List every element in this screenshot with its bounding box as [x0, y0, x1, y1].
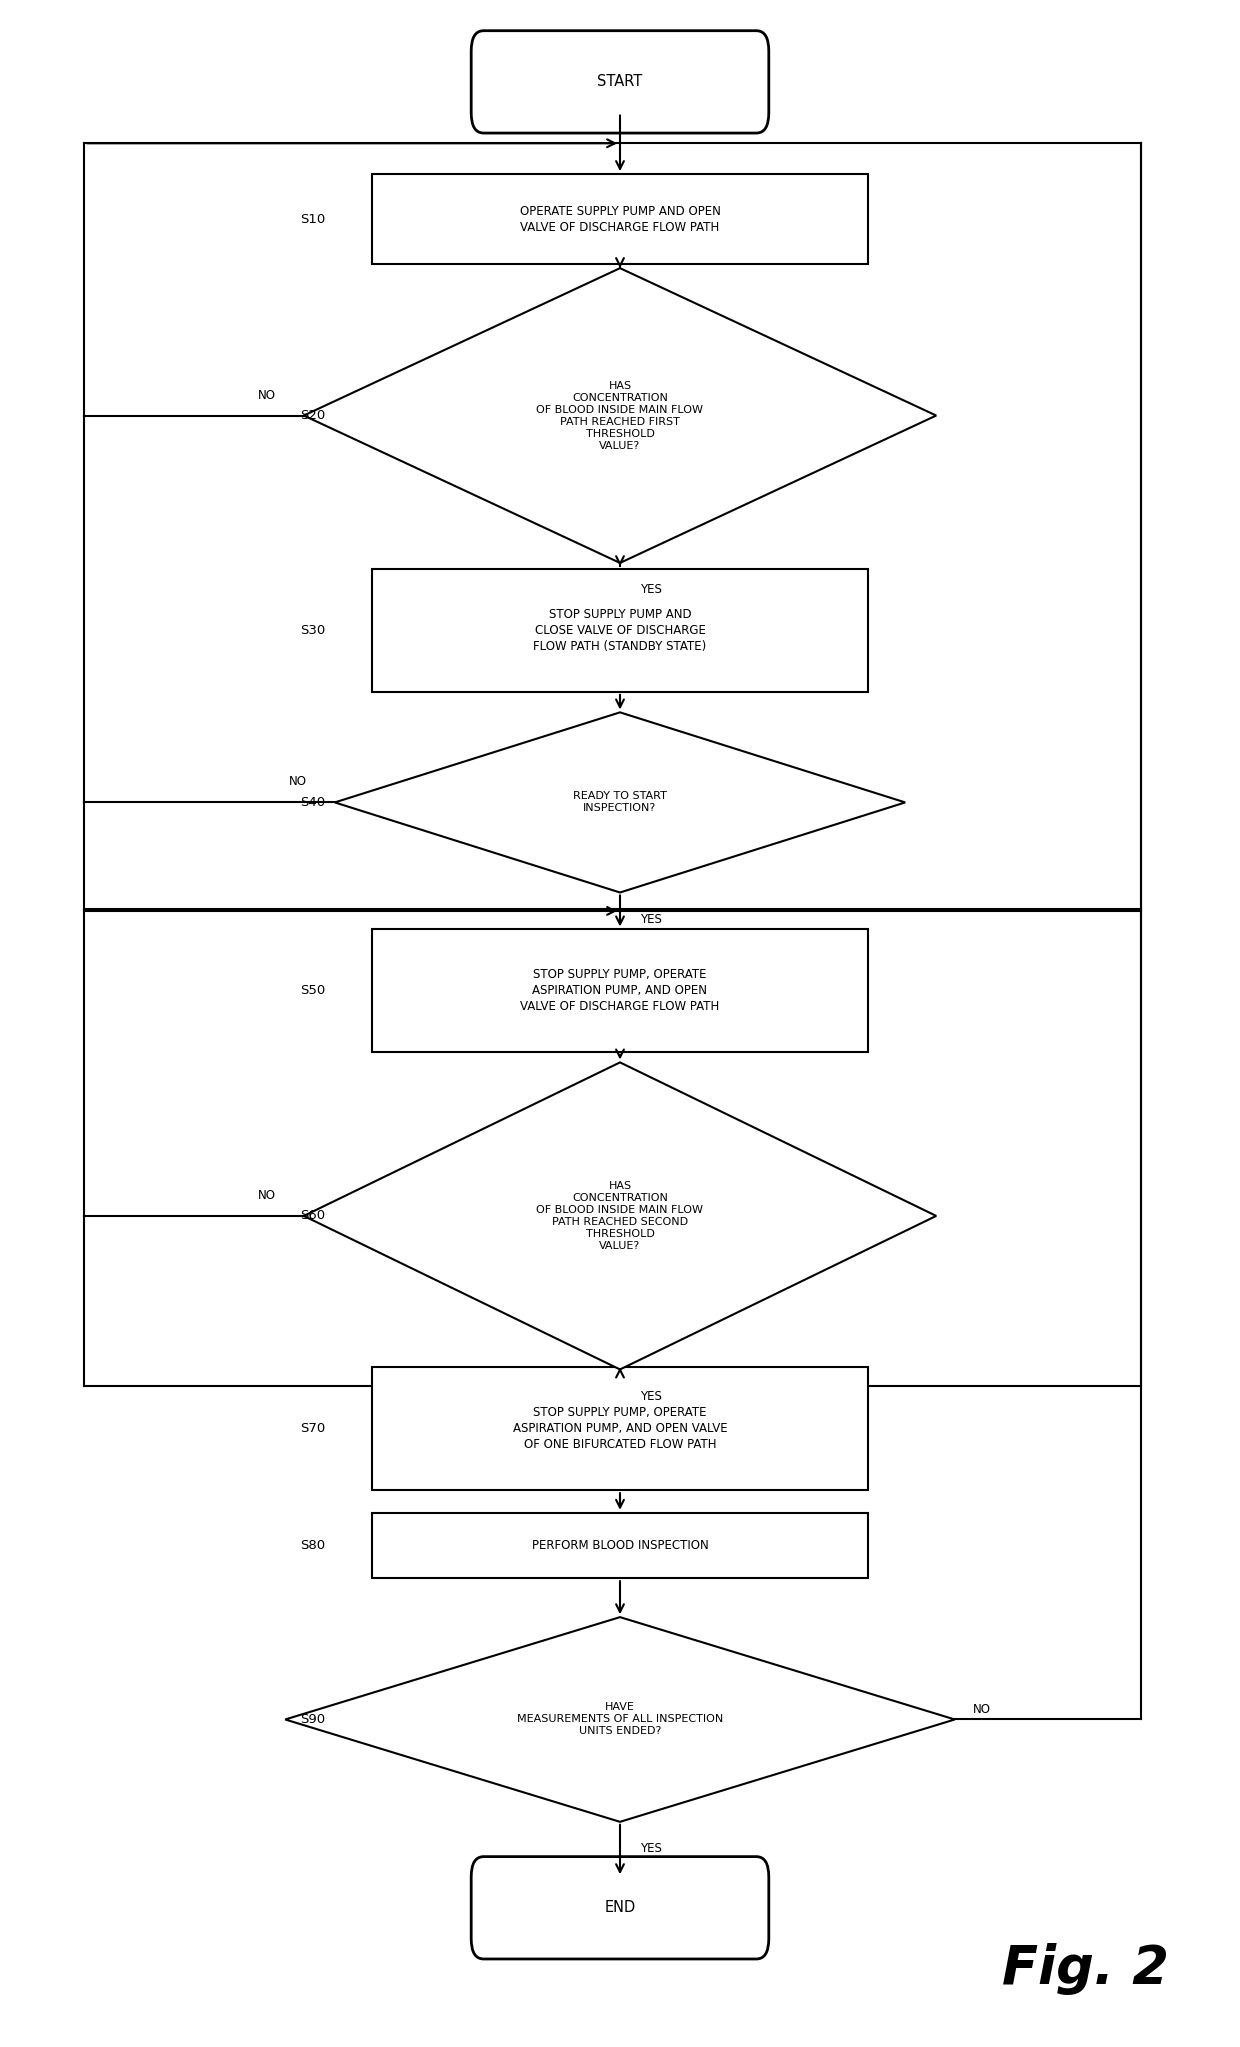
Bar [372, 174, 868, 264]
Text: NO: NO [973, 1703, 991, 1715]
Text: S50: S50 [300, 985, 325, 997]
Text: NO: NO [289, 776, 306, 788]
Text: HAS
CONCENTRATION
OF BLOOD INSIDE MAIN FLOW
PATH REACHED FIRST
THRESHOLD
VALUE?: HAS CONCENTRATION OF BLOOD INSIDE MAIN F… [537, 381, 703, 450]
Text: HAVE
MEASUREMENTS OF ALL INSPECTION
UNITS ENDED?: HAVE MEASUREMENTS OF ALL INSPECTION UNIT… [517, 1703, 723, 1736]
FancyBboxPatch shape [471, 31, 769, 133]
Text: END: END [604, 1900, 636, 1916]
Bar [372, 1367, 868, 1490]
Text: S20: S20 [300, 409, 325, 422]
Bar [372, 1513, 868, 1578]
Text: START: START [598, 74, 642, 90]
Text: NO: NO [258, 1189, 275, 1202]
Bar [372, 569, 868, 692]
Text: S60: S60 [300, 1210, 325, 1222]
Text: OPERATE SUPPLY PUMP AND OPEN
VALVE OF DISCHARGE FLOW PATH: OPERATE SUPPLY PUMP AND OPEN VALVE OF DI… [520, 205, 720, 233]
Text: S90: S90 [300, 1713, 325, 1726]
Text: YES: YES [640, 1390, 662, 1402]
Text: STOP SUPPLY PUMP, OPERATE
ASPIRATION PUMP, AND OPEN VALVE
OF ONE BIFURCATED FLOW: STOP SUPPLY PUMP, OPERATE ASPIRATION PUM… [512, 1406, 728, 1451]
Text: S70: S70 [300, 1423, 325, 1435]
Polygon shape [304, 268, 936, 563]
Polygon shape [304, 1062, 936, 1369]
Text: S80: S80 [300, 1539, 325, 1552]
Text: HAS
CONCENTRATION
OF BLOOD INSIDE MAIN FLOW
PATH REACHED SECOND
THRESHOLD
VALUE?: HAS CONCENTRATION OF BLOOD INSIDE MAIN F… [537, 1181, 703, 1251]
Text: STOP SUPPLY PUMP, OPERATE
ASPIRATION PUMP, AND OPEN
VALVE OF DISCHARGE FLOW PATH: STOP SUPPLY PUMP, OPERATE ASPIRATION PUM… [521, 968, 719, 1013]
Polygon shape [335, 712, 905, 892]
Text: Fig. 2: Fig. 2 [1002, 1943, 1168, 1996]
Text: STOP SUPPLY PUMP AND
CLOSE VALVE OF DISCHARGE
FLOW PATH (STANDBY STATE): STOP SUPPLY PUMP AND CLOSE VALVE OF DISC… [533, 608, 707, 653]
Text: S10: S10 [300, 213, 325, 225]
Text: YES: YES [640, 1842, 662, 1855]
Text: YES: YES [640, 913, 662, 925]
FancyBboxPatch shape [471, 1857, 769, 1959]
Text: S40: S40 [300, 796, 325, 809]
Text: NO: NO [258, 389, 275, 401]
Polygon shape [285, 1617, 955, 1822]
Text: READY TO START
INSPECTION?: READY TO START INSPECTION? [573, 792, 667, 813]
Text: S30: S30 [300, 624, 325, 637]
Text: PERFORM BLOOD INSPECTION: PERFORM BLOOD INSPECTION [532, 1539, 708, 1552]
Bar [372, 929, 868, 1052]
Text: YES: YES [640, 583, 662, 596]
